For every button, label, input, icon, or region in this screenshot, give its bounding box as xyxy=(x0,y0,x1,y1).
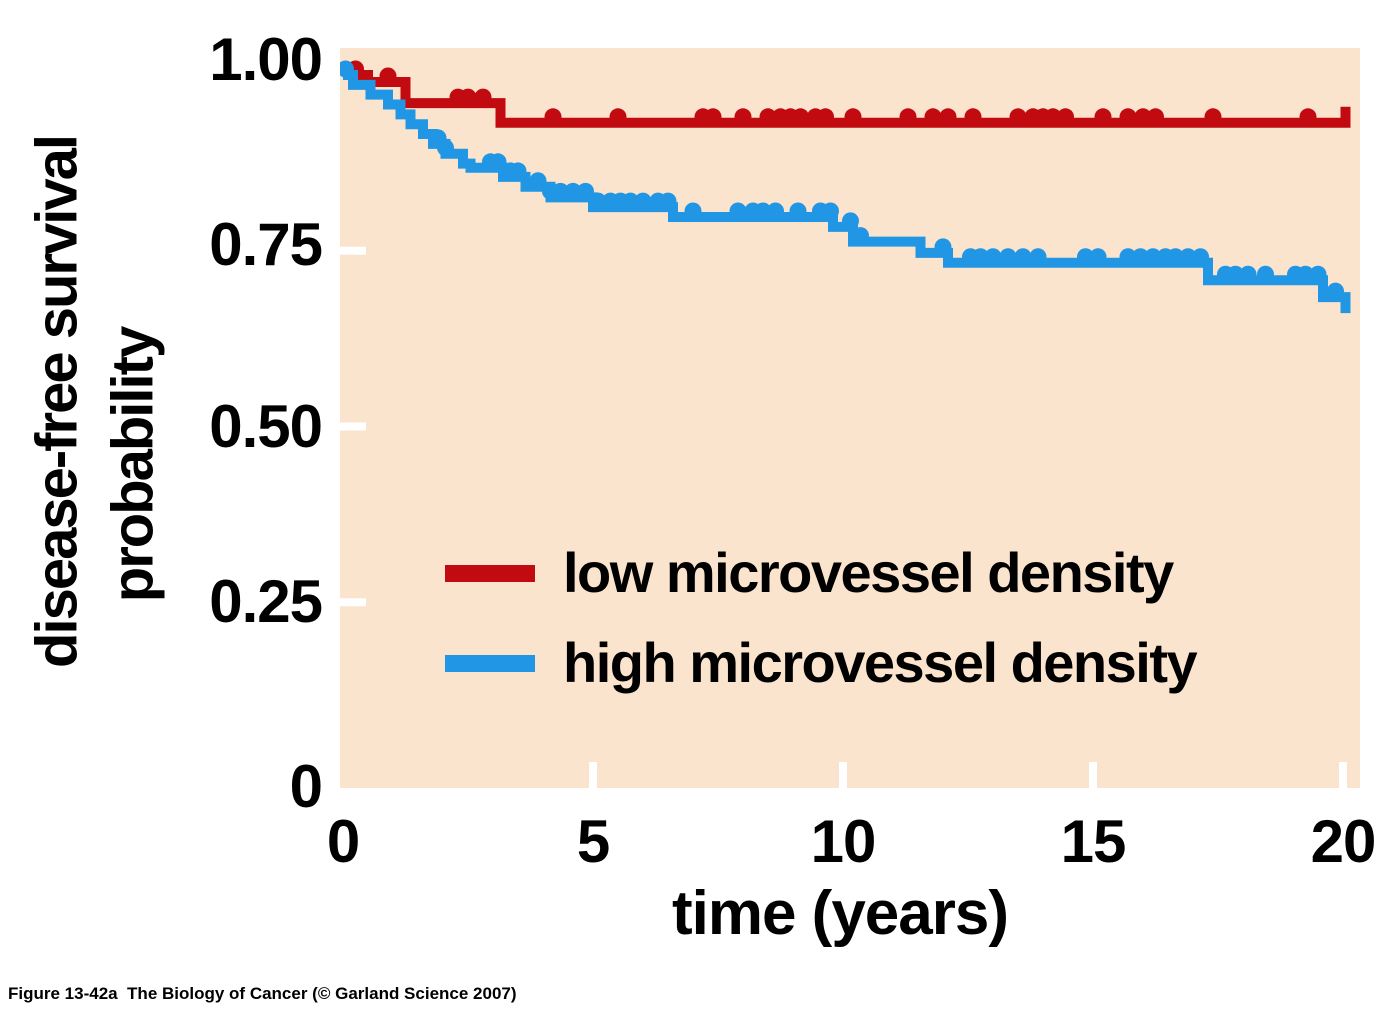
survival-curve-low-density xyxy=(343,70,1351,128)
legend-swatch-red xyxy=(445,564,535,582)
survival-curves-svg xyxy=(340,60,1351,788)
censor-mark-high-density xyxy=(822,202,839,220)
censor-mark-low-density xyxy=(899,108,917,126)
censor-mark-high-density xyxy=(684,202,702,220)
censor-mark-high-density xyxy=(999,248,1017,266)
x-axis-tick-dash xyxy=(589,762,597,788)
x-tick-label: 5 xyxy=(576,808,610,875)
censor-mark-high-density xyxy=(767,202,784,220)
censor-mark-high-density xyxy=(972,248,989,266)
censor-mark-high-density xyxy=(754,202,772,220)
y-axis-label-line2: probability xyxy=(100,327,166,603)
x-axis-tick-dash xyxy=(1089,762,1097,788)
legend-item-low-density: low microvessel density xyxy=(445,541,1196,604)
censor-mark-low-density xyxy=(1057,108,1074,126)
censor-mark-high-density xyxy=(1227,265,1244,283)
y-axis-tick-dash xyxy=(340,598,366,607)
censor-mark-low-density xyxy=(1299,108,1317,126)
censor-mark-low-density xyxy=(964,108,982,126)
censor-mark-low-density xyxy=(939,108,957,126)
censor-mark-high-density xyxy=(1239,265,1257,283)
censor-mark-high-density xyxy=(1029,248,1047,266)
censor-mark-low-density xyxy=(544,108,562,126)
censor-mark-high-density xyxy=(659,192,677,210)
x-axis-tick-dash xyxy=(839,762,847,788)
censor-mark-high-density xyxy=(437,139,454,157)
x-tick-label: 20 xyxy=(1310,808,1377,875)
x-tick-label: 10 xyxy=(810,808,877,875)
censor-mark-high-density xyxy=(729,202,747,220)
censor-mark-low-density xyxy=(1204,108,1222,126)
censor-mark-high-density xyxy=(1309,265,1327,283)
censor-mark-high-density xyxy=(577,182,594,200)
x-tick-label: 0 xyxy=(326,808,360,875)
y-axis-label-line1: disease-free survival xyxy=(24,136,90,668)
x-axis-title: time (years) xyxy=(671,879,1009,948)
censor-mark-low-density xyxy=(924,108,942,126)
censor-mark-high-density xyxy=(1192,248,1209,266)
censor-mark-high-density xyxy=(552,182,569,200)
censor-mark-high-density xyxy=(1089,248,1107,266)
y-tick-label: 0.25 xyxy=(209,568,323,636)
censor-mark-high-density xyxy=(622,192,639,210)
censor-mark-low-density xyxy=(1147,108,1164,126)
censor-mark-low-density xyxy=(609,108,627,126)
censor-mark-high-density xyxy=(1144,248,1162,266)
y-axis-tick-dash xyxy=(340,422,366,431)
censor-mark-high-density xyxy=(1257,265,1274,283)
censor-mark-high-density xyxy=(1297,265,1314,283)
censor-mark-high-density xyxy=(934,238,952,256)
censor-mark-high-density xyxy=(564,182,582,200)
censor-mark-low-density xyxy=(474,88,492,106)
y-tick-label: 1.00 xyxy=(209,26,323,93)
plot-area: low microvessel density high microvessel… xyxy=(340,48,1360,788)
censor-mark-high-density xyxy=(1327,282,1344,300)
censor-mark-low-density xyxy=(459,88,477,106)
censor-mark-high-density xyxy=(852,227,869,245)
legend-label-low-density: low microvessel density xyxy=(563,541,1174,604)
x-axis-tick-dash xyxy=(1339,762,1347,788)
censor-mark-high-density xyxy=(1179,248,1197,266)
censor-mark-high-density xyxy=(1167,248,1184,266)
censor-mark-low-density xyxy=(379,67,397,85)
y-tick-label: 0.50 xyxy=(209,392,323,460)
y-axis-tick-dash xyxy=(340,246,366,255)
censor-mark-high-density xyxy=(340,60,354,78)
censor-mark-high-density xyxy=(1119,248,1137,266)
legend-item-high-density: high microvessel density xyxy=(445,631,1198,694)
censor-mark-high-density xyxy=(842,212,859,230)
censor-mark-low-density xyxy=(1134,108,1152,126)
y-tick-label: 0.75 xyxy=(209,210,323,278)
censor-mark-high-density xyxy=(509,162,527,180)
legend-swatch-blue xyxy=(445,654,535,672)
x-tick-label: 15 xyxy=(1060,808,1127,875)
censor-mark-low-density xyxy=(792,108,809,126)
y-tick-label: 0 xyxy=(289,753,323,820)
censor-mark-high-density xyxy=(1132,248,1149,266)
censor-mark-high-density xyxy=(1077,248,1094,266)
censor-mark-low-density xyxy=(1119,108,1137,126)
legend-label-high-density: high microvessel density xyxy=(563,631,1198,694)
censor-mark-low-density xyxy=(734,108,752,126)
figure-caption: Figure 13-42a The Biology of Cancer (© G… xyxy=(8,984,517,1003)
censor-mark-low-density xyxy=(817,108,834,126)
censor-mark-high-density xyxy=(589,192,607,210)
censor-mark-low-density xyxy=(844,108,862,126)
censor-mark-high-density xyxy=(789,202,807,220)
censor-mark-high-density xyxy=(634,192,652,210)
censor-mark-low-density xyxy=(1094,108,1112,126)
censor-mark-low-density xyxy=(759,108,777,126)
censor-mark-high-density xyxy=(489,153,507,171)
censor-mark-low-density xyxy=(1044,108,1062,126)
censor-mark-low-density xyxy=(1009,108,1027,126)
legend: low microvessel density high microvessel… xyxy=(445,541,1198,728)
censor-mark-high-density xyxy=(984,248,1002,266)
censor-mark-high-density xyxy=(1014,248,1032,266)
censor-mark-high-density xyxy=(529,172,547,190)
censor-mark-low-density xyxy=(704,108,722,126)
survival-curve-high-density xyxy=(343,70,1351,314)
